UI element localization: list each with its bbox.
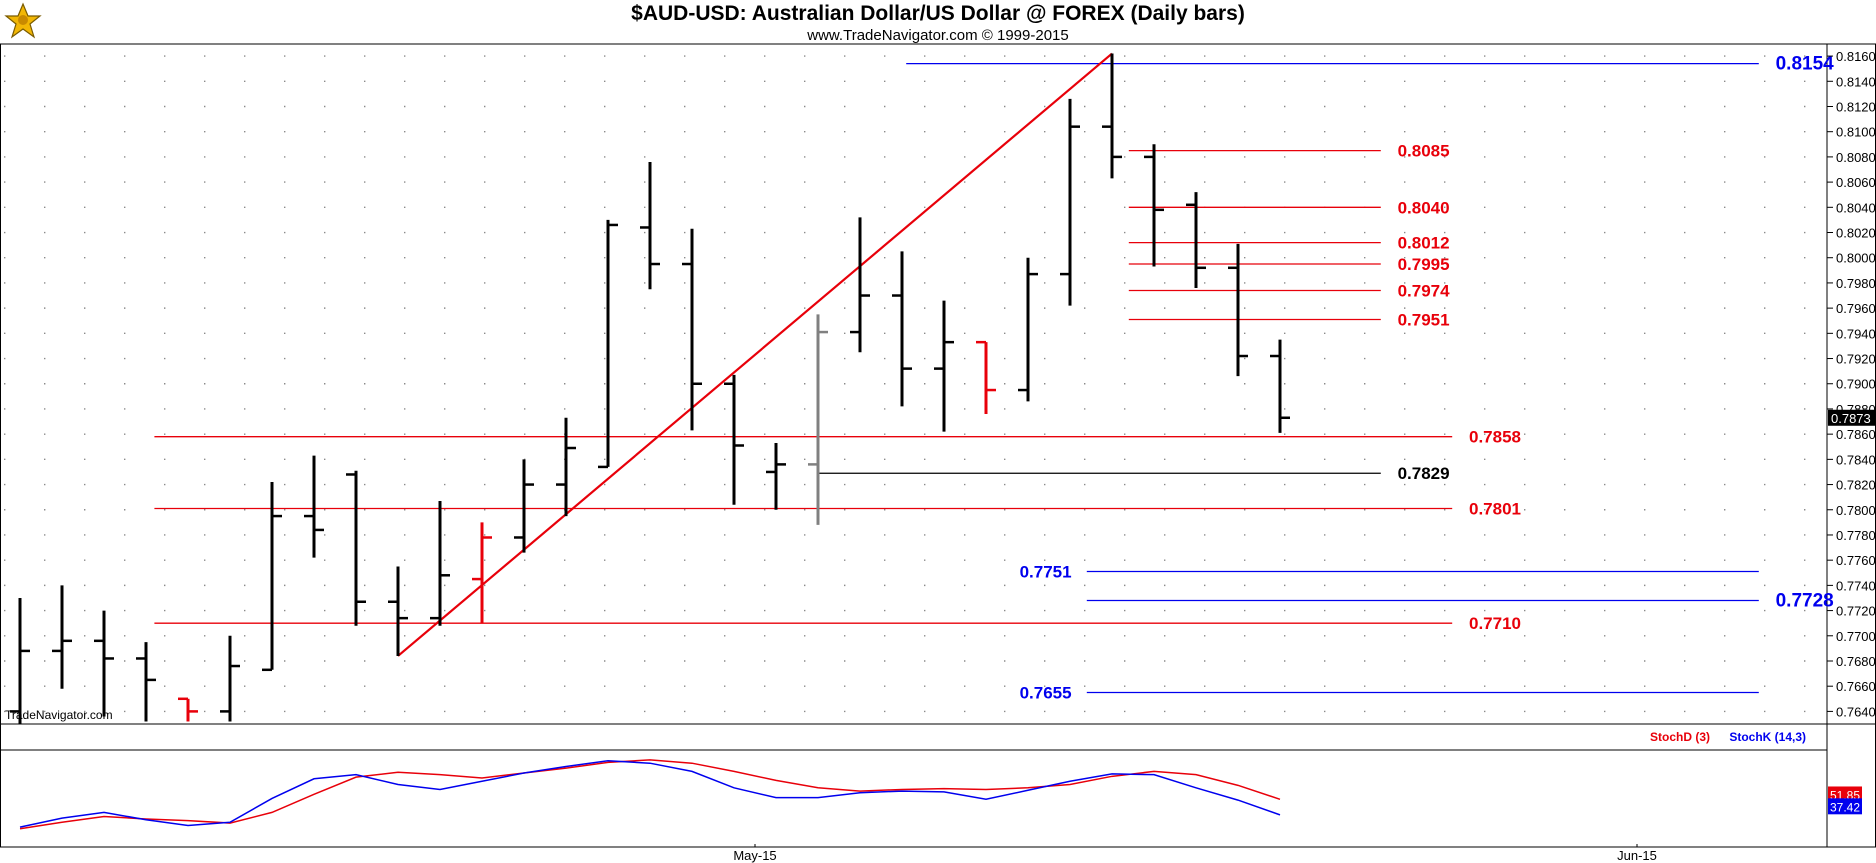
stoch-last-value: 37.42 [1830,800,1860,814]
stochd-legend: StochD (3) [1650,730,1710,744]
y-tick-label: 0.7820 [1836,478,1876,493]
y-tick-label: 0.7640 [1836,704,1876,719]
chart-subtitle: www.TradeNavigator.com © 1999-2015 [807,27,1069,44]
y-tick-label: 0.7680 [1836,654,1876,669]
level-lines: 0.8154 0.8085 0.8040 0.8012 0.7995 0.7974 0.79… [154,54,1835,702]
level-label: 0.7728 [1776,590,1834,611]
y-tick-label: 0.8080 [1836,150,1876,165]
stoch-series-line [19,759,1281,830]
y-tick-label: 0.7860 [1836,427,1876,442]
date-axis: May-15 Jun-15 [733,844,1657,863]
y-tick-label: 0.7980 [1836,276,1876,291]
y-tick-label: 0.7720 [1836,604,1876,619]
outer-frame [0,43,1876,848]
y-tick-label: 0.7800 [1836,503,1876,518]
y-tick-label: 0.7900 [1836,377,1876,392]
level-label: 0.7829 [1398,464,1450,483]
chart-title: $AUD-USD: Australian Dollar/US Dollar @ … [631,2,1245,25]
level-label: 0.8012 [1398,234,1450,253]
watermark-text: TradeNavigator.com [5,708,113,722]
y-tick-label: 0.7760 [1836,553,1876,568]
level-label: 0.8040 [1398,198,1450,217]
y-tick-label: 0.8000 [1836,251,1876,266]
chart-frame [0,43,1876,848]
price-bars [10,53,1290,724]
last-price-box [1828,409,1875,426]
y-tick-label: 0.7940 [1836,326,1876,341]
y-tick-label: 0.8040 [1836,200,1876,215]
y-tick-label: 0.8020 [1836,226,1876,241]
y-tick-label: 0.8140 [1836,74,1876,89]
y-tick-label: 0.7740 [1836,578,1876,593]
y-tick-label: 0.8160 [1836,49,1876,64]
y-tick-label: 0.8100 [1836,125,1876,140]
trade-navigator-logo-icon [4,2,42,39]
x-tick-label: May-15 [733,848,776,863]
trendline [397,52,1113,657]
level-label: 0.7751 [1020,563,1072,582]
last-price-label: 0.7873 [1831,411,1871,426]
level-label: 0.7951 [1398,310,1450,329]
level-label: 0.7801 [1469,500,1521,519]
level-label: 0.8154 [1776,54,1835,75]
y-tick-label: 0.8060 [1836,175,1876,190]
price-axis: 0.7640 0.7660 0.7680 0.7700 0.7720 0.7740 0.77… [1827,49,1876,719]
y-tick-label: 0.7780 [1836,528,1876,543]
x-tick-label: Jun-15 [1617,848,1657,863]
y-tick-label: 0.7960 [1836,301,1876,316]
stoch-series-line [19,759,1281,828]
y-tick-label: 0.8120 [1836,99,1876,114]
level-label: 0.7710 [1469,614,1521,633]
level-label: 0.7655 [1020,683,1072,702]
level-label: 0.7858 [1469,428,1521,447]
stoch-last-value-box [1828,798,1862,815]
level-label: 0.7974 [1398,281,1451,300]
trendline-layer [397,52,1113,657]
y-tick-label: 0.7700 [1836,629,1876,644]
y-tick-label: 0.7920 [1836,352,1876,367]
price-grid [4,55,1823,713]
y-tick-label: 0.7840 [1836,452,1876,467]
y-tick-label: 0.7660 [1836,679,1876,694]
stochk-legend: StochK (14,3) [1729,730,1806,744]
level-label: 0.8085 [1398,142,1450,161]
level-label: 0.7995 [1398,255,1450,274]
